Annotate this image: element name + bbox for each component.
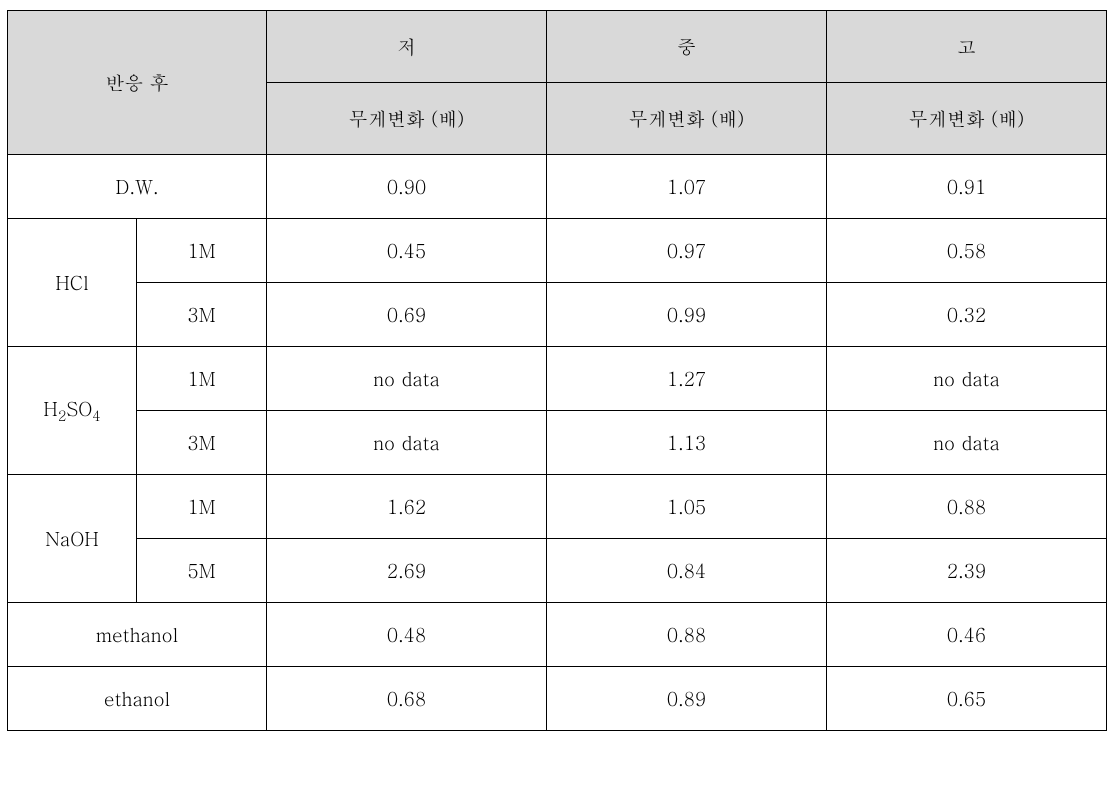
cell-naoh-1m-low: 1.62 [267,475,547,539]
row-conc-h2so4-3m: 3M [137,411,267,475]
cell-hcl-1m-high: 0.58 [827,219,1107,283]
cell-ethanol-low: 0.68 [267,667,547,731]
cell-methanol-high: 0.46 [827,603,1107,667]
row-conc-naoh-5m: 5M [137,539,267,603]
cell-naoh-5m-mid: 0.84 [547,539,827,603]
cell-naoh-5m-high: 2.39 [827,539,1107,603]
row-hcl-1m: HCl 1M 0.45 0.97 0.58 [8,219,1107,283]
cell-dw-high: 0.91 [827,155,1107,219]
header-col-mid: 중 [547,11,827,83]
row-methanol: methanol 0.48 0.88 0.46 [8,603,1107,667]
row-conc-h2so4-1m: 1M [137,347,267,411]
row-label-h2so4: H2SO4 [8,347,137,475]
row-naoh-5m: 5M 2.69 0.84 2.39 [8,539,1107,603]
cell-naoh-5m-low: 2.69 [267,539,547,603]
row-ethanol: ethanol 0.68 0.89 0.65 [8,667,1107,731]
cell-methanol-mid: 0.88 [547,603,827,667]
cell-naoh-1m-mid: 1.05 [547,475,827,539]
subheader-low: 무게변화 (배) [267,83,547,155]
row-conc-naoh-1m: 1M [137,475,267,539]
cell-hcl-1m-low: 0.45 [267,219,547,283]
row-conc-hcl-1m: 1M [137,219,267,283]
cell-hcl-1m-mid: 0.97 [547,219,827,283]
cell-h2so4-3m-mid: 1.13 [547,411,827,475]
header-col-low: 저 [267,11,547,83]
cell-h2so4-1m-low: no data [267,347,547,411]
cell-hcl-3m-mid: 0.99 [547,283,827,347]
cell-h2so4-3m-low: no data [267,411,547,475]
row-h2so4-1m: H2SO4 1M no data 1.27 no data [8,347,1107,411]
header-col-high: 고 [827,11,1107,83]
cell-h2so4-1m-high: no data [827,347,1107,411]
table-header-row-1: 반응 후 저 중 고 [8,11,1107,83]
row-conc-hcl-3m: 3M [137,283,267,347]
row-dw: D.W. 0.90 1.07 0.91 [8,155,1107,219]
cell-ethanol-mid: 0.89 [547,667,827,731]
cell-h2so4-3m-high: no data [827,411,1107,475]
row-label-hcl: HCl [8,219,137,347]
subheader-high: 무게변화 (배) [827,83,1107,155]
cell-ethanol-high: 0.65 [827,667,1107,731]
row-label-naoh: NaOH [8,475,137,603]
header-rowgroup-label: 반응 후 [8,11,267,155]
cell-hcl-3m-high: 0.32 [827,283,1107,347]
cell-hcl-3m-low: 0.69 [267,283,547,347]
row-h2so4-3m: 3M no data 1.13 no data [8,411,1107,475]
cell-dw-mid: 1.07 [547,155,827,219]
subheader-mid: 무게변화 (배) [547,83,827,155]
cell-h2so4-1m-mid: 1.27 [547,347,827,411]
row-label-ethanol: ethanol [8,667,267,731]
row-hcl-3m: 3M 0.69 0.99 0.32 [8,283,1107,347]
row-naoh-1m: NaOH 1M 1.62 1.05 0.88 [8,475,1107,539]
cell-naoh-1m-high: 0.88 [827,475,1107,539]
data-table: 반응 후 저 중 고 무게변화 (배) 무게변화 (배) 무게변화 (배) D.… [7,10,1107,731]
cell-dw-low: 0.90 [267,155,547,219]
row-label-methanol: methanol [8,603,267,667]
cell-methanol-low: 0.48 [267,603,547,667]
row-label-dw: D.W. [8,155,267,219]
